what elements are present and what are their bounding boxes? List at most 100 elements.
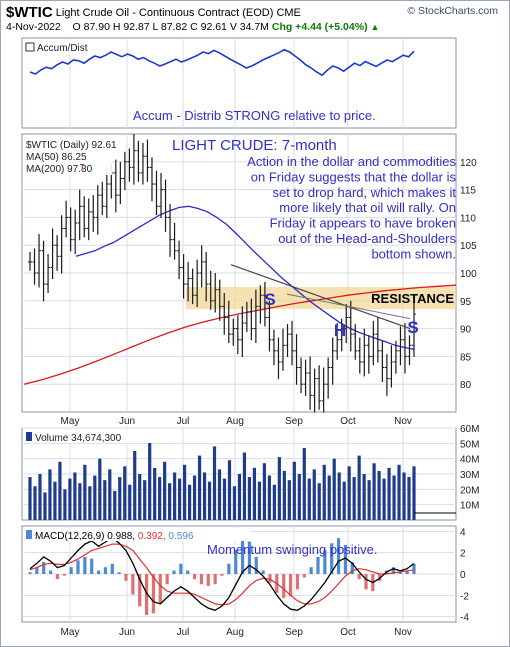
volume-y-tick: 10M (460, 501, 479, 512)
price-y-tick: 115 (460, 186, 476, 197)
macd-histogram-bar (124, 574, 128, 581)
volume-bar (277, 457, 281, 520)
volume-y-tick: 50M (460, 439, 479, 450)
volume-bar (43, 492, 47, 520)
macd-y-tick: 4 (460, 527, 466, 538)
volume-bar (93, 475, 97, 520)
month-label: Jul (177, 627, 190, 638)
quote-low: L 87.82 (152, 21, 188, 33)
price-legend: $WTIC (Daily) 92.61 (26, 140, 117, 151)
volume-bar (272, 484, 276, 520)
quote-line: 4-Nov-2022 O 87.90 H 92.87 L 87.82 C 92.… (6, 21, 506, 35)
resistance-band (186, 286, 456, 310)
volume-bar (412, 466, 416, 520)
volume-bar (128, 484, 132, 520)
macd-histogram-bar (192, 574, 197, 580)
ma200-legend-swatch (80, 164, 84, 165)
volume-bar (392, 475, 396, 520)
volume-bar (63, 489, 67, 520)
volume-bar (38, 474, 42, 520)
volume-bar (347, 466, 351, 520)
ma50-line (75, 205, 415, 351)
volume-bar (222, 478, 227, 520)
macd-histogram-bar (330, 543, 334, 574)
volume-bar (262, 463, 266, 520)
macd-legend-bg (24, 528, 250, 541)
macd-histogram-bar (302, 574, 306, 578)
macd-histogram-bar (83, 556, 87, 574)
volume-bar (113, 490, 117, 520)
macd-histogram-bar (343, 544, 348, 574)
volume-bar (103, 480, 107, 520)
macd-histogram-bar (350, 562, 354, 574)
volume-bar (68, 478, 72, 520)
price-annotation-line: out of the Head-and-Shoulders (278, 231, 456, 246)
price-y-tick: 110 (460, 213, 476, 224)
quote-change: Chg +4.44 (+5.04%) (271, 21, 368, 33)
macd-histogram-bar (227, 563, 231, 574)
volume-bar (173, 472, 177, 520)
month-label: Jul (177, 416, 190, 427)
volume-bar (322, 464, 326, 520)
macd-histogram-bar (398, 572, 402, 574)
volume-bar (192, 475, 197, 520)
volume-bar (317, 483, 321, 520)
volume-bar (332, 458, 336, 520)
volume-bar (287, 480, 291, 520)
macd-histogram-bar (323, 550, 327, 574)
volume-bar (267, 475, 271, 520)
accum-legend: Accum/Dist (37, 43, 88, 54)
volume-bar (133, 451, 137, 520)
volume-bar (202, 472, 207, 520)
macd-histogram-bar (412, 563, 416, 574)
volume-bar (242, 452, 247, 520)
volume-bar (227, 460, 232, 520)
volume-bar (48, 469, 52, 520)
macd-histogram-bar (90, 558, 94, 574)
month-label: Jun (119, 627, 135, 638)
exchange: CME (276, 7, 301, 19)
macd-histogram-bar (144, 574, 149, 615)
price-y-tick: 100 (460, 269, 477, 280)
volume-bar (312, 469, 316, 520)
price-y-tick: 105 (460, 241, 477, 252)
macd-histogram-bar (247, 541, 252, 574)
volume-bar (53, 481, 57, 520)
volume-bar (143, 480, 147, 520)
volume-bar (377, 470, 381, 520)
macd-histogram-bar (131, 574, 135, 595)
volume-bar (88, 486, 92, 520)
volume-bar (33, 486, 37, 520)
macd-histogram-bar (28, 572, 32, 574)
volume-y-tick: 20M (460, 485, 479, 496)
macd-histogram-bar (158, 574, 162, 604)
price-y-tick: 120 (460, 158, 477, 169)
macd-histogram-bar (364, 574, 368, 590)
macd-histogram-bar (254, 556, 258, 574)
volume-bar (397, 464, 401, 520)
macd-histogram-bar (151, 574, 156, 614)
volume-bar (182, 464, 187, 520)
macd-histogram-bar (288, 574, 293, 597)
price-y-tick: 80 (460, 380, 472, 391)
volume-bar (178, 478, 182, 520)
volume-bar (148, 440, 152, 520)
accum-annotation: Accum - Distrib STRONG relative to price… (133, 108, 376, 123)
month-label: Aug (226, 627, 244, 638)
month-label: Sep (285, 416, 303, 427)
volume-legend: Volume 34,674,300 (35, 433, 122, 444)
ma200-line (23, 284, 457, 385)
month-label: Nov (394, 416, 412, 427)
macd-histogram-bar (357, 574, 361, 580)
macd-histogram-bar (309, 567, 313, 574)
volume-bar (257, 481, 262, 520)
volume-bar (28, 477, 32, 520)
macd-histogram-bar (42, 562, 46, 574)
price-y-tick: 90 (460, 325, 472, 336)
macd-histogram-bar (316, 556, 320, 574)
volume-bar (163, 461, 167, 520)
source-credit[interactable]: © StockCharts.com (407, 5, 498, 17)
volume-bar (387, 467, 391, 520)
price-annotation-line: more likely that oil will rally. On (279, 200, 456, 215)
